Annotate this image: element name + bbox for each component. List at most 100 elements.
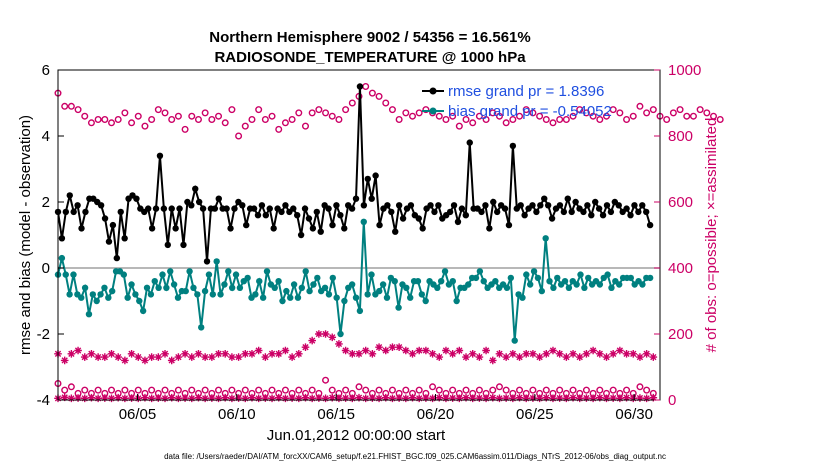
y2-tick-label-5: 1000	[668, 62, 701, 79]
obs_assimilated_high-point	[167, 356, 176, 365]
bias-point	[120, 271, 127, 278]
obs_assimilated_high-point	[127, 350, 136, 358]
bias-point	[337, 330, 344, 338]
rmse-point	[313, 208, 321, 216]
bias-point	[577, 271, 584, 278]
rmse-point	[97, 202, 105, 209]
obs_possible_low-point	[255, 386, 263, 394]
bias-point	[105, 294, 112, 301]
obs_possible_high-point	[168, 115, 176, 123]
y2-tick-label-2: 400	[668, 260, 693, 277]
obs_assimilated_high-point	[214, 350, 223, 358]
bias-point	[511, 337, 518, 344]
rmse-point	[486, 225, 493, 232]
obs_assimilated_high-point	[582, 350, 591, 358]
obs_assimilated_low-point	[147, 394, 156, 403]
obs_possible_low-point	[529, 386, 537, 394]
rmse-point	[572, 198, 579, 206]
bias-point	[546, 278, 553, 285]
obs_assimilated_high-point	[87, 350, 96, 358]
obs_possible_high-point	[388, 106, 396, 114]
chart-title: Northern Hemisphere 9002 / 54356 = 16.56…	[209, 29, 530, 46]
obs_possible_high-point	[582, 109, 590, 117]
obs_assimilated_low-point	[435, 393, 444, 402]
obs_assimilated_high-point	[281, 346, 290, 355]
obs_possible_high-point	[502, 119, 510, 127]
obs_possible_high-point	[275, 125, 283, 133]
obs_possible_low-point	[449, 386, 457, 394]
bias-point	[395, 304, 402, 311]
obs_assimilated_high-point	[80, 353, 89, 361]
rmse-point	[505, 221, 513, 229]
bias-point	[81, 284, 89, 291]
obs_possible_high-point	[602, 112, 610, 120]
obs_possible_high-point	[301, 122, 309, 130]
obs_possible_low-point	[161, 386, 169, 394]
x-tick-label-5: 06/30	[615, 406, 653, 423]
obs_possible_high-point	[482, 115, 490, 123]
rmse-point	[360, 202, 368, 209]
obs_possible_high-point	[522, 106, 530, 114]
rmse-point	[415, 215, 422, 222]
bias-point	[70, 271, 77, 278]
obs_assimilated_low-point	[194, 393, 203, 402]
obs_assimilated_low-point	[542, 393, 551, 402]
rmse-point	[152, 205, 160, 212]
obs_assimilated_low-point	[167, 393, 176, 402]
obs_assimilated_low-point	[569, 393, 577, 402]
obs_possible_high-point	[248, 115, 256, 123]
obs_possible_high-point	[101, 115, 109, 123]
plot-frame	[57, 69, 661, 401]
obs_assimilated_high-point	[649, 353, 658, 361]
bias-point	[132, 291, 139, 298]
obs_assimilated_high-point	[402, 346, 410, 355]
obs_assimilated_low-point	[575, 394, 584, 403]
obs_possible_high-point	[121, 109, 129, 117]
obs_assimilated_low-point	[402, 394, 410, 403]
obs_possible_low-point	[623, 386, 631, 394]
obs_possible_high-point	[489, 109, 497, 117]
obs_possible_high-point	[255, 106, 263, 114]
rmse-point	[548, 215, 556, 222]
bias-point	[581, 284, 588, 291]
obs_possible_high-point	[221, 119, 229, 127]
rmse-point	[301, 205, 309, 212]
obs_assimilated_high-point	[335, 340, 343, 348]
y2-tick-label-0: 0	[668, 392, 676, 409]
obs_assimilated_low-point	[495, 394, 504, 403]
bias-point	[472, 274, 480, 282]
obs_possible_low-point	[308, 386, 316, 394]
rmse-point	[341, 225, 348, 232]
obs_assimilated_low-point	[488, 393, 497, 402]
obs_possible_high-point	[315, 106, 323, 114]
bias-point	[143, 284, 151, 291]
obs_assimilated_low-point	[321, 394, 330, 403]
obs_possible_high-point	[556, 115, 564, 123]
obs_possible_high-point	[475, 112, 483, 120]
obs_assimilated_high-point	[609, 350, 617, 358]
obs_assimilated_low-point	[80, 394, 89, 403]
obs_possible_high-point	[529, 109, 537, 117]
bias-point	[93, 297, 100, 305]
bias-point	[306, 287, 313, 295]
rmse-point	[537, 202, 544, 209]
bias-point	[503, 284, 511, 291]
bias-point	[194, 291, 201, 298]
obs_possible_low-point	[435, 386, 443, 394]
rmse-point	[493, 208, 501, 216]
rmse-point	[282, 202, 289, 209]
obs_assimilated_low-point	[415, 394, 423, 403]
bias-point	[236, 284, 244, 291]
obs_possible_low-point	[201, 386, 209, 394]
bias-point	[108, 287, 116, 295]
rmse-point	[541, 195, 548, 202]
bias-point	[294, 294, 302, 301]
bias-point	[283, 287, 290, 295]
rmse-point	[631, 202, 638, 209]
y-tick-label-1: -2	[37, 326, 50, 343]
obs_assimilated_low-point	[74, 394, 82, 402]
obs_assimilated_high-point	[288, 353, 296, 361]
obs_assimilated_high-point	[495, 350, 504, 358]
obs_assimilated_low-point	[308, 394, 316, 403]
